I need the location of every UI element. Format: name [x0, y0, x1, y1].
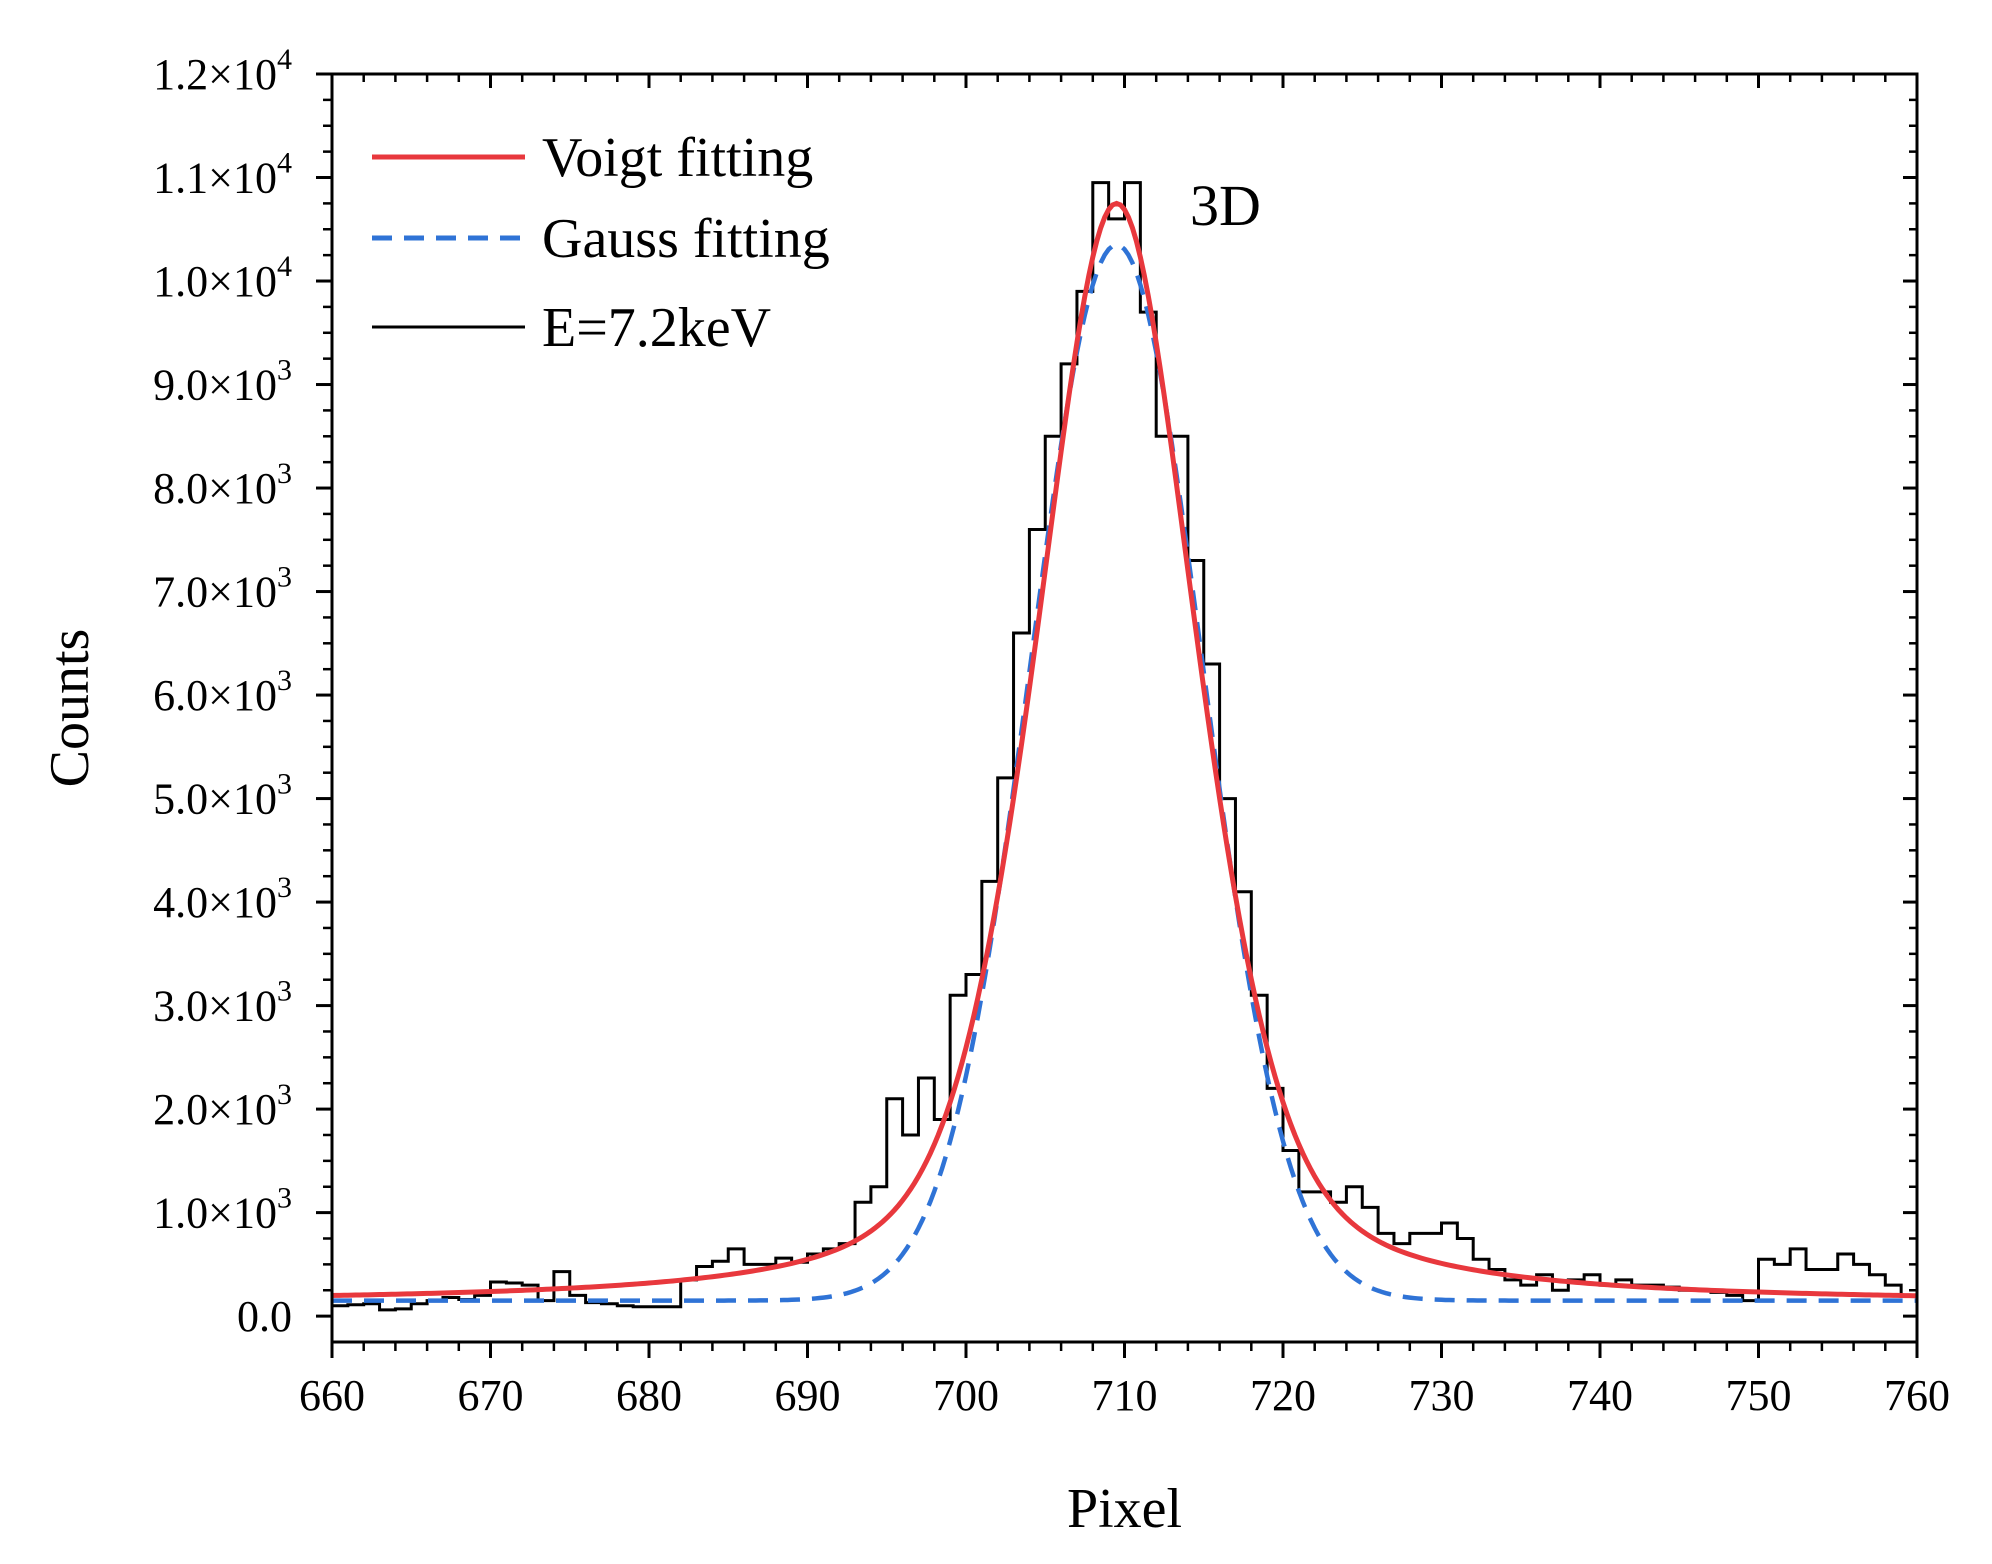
y-tick-exponent: 3 — [277, 354, 292, 387]
x-tick-label: 720 — [1250, 1371, 1316, 1420]
series-layer — [332, 181, 1917, 1312]
y-tick-exponent: 3 — [277, 664, 292, 697]
x-tick-label: 750 — [1726, 1371, 1792, 1420]
y-tick-mantissa: 0.0 — [237, 1292, 292, 1341]
y-tick-mantissa: 8.0×10 — [153, 464, 277, 513]
y-tick-label: 6.0×103 — [153, 664, 292, 720]
x-tick-label: 700 — [933, 1371, 999, 1420]
y-tick-exponent: 4 — [277, 147, 292, 180]
y-tick-label: 5.0×103 — [153, 768, 292, 824]
y-tick-exponent: 3 — [277, 768, 292, 801]
y-tick-mantissa: 6.0×10 — [153, 671, 277, 720]
x-tick-label: 730 — [1409, 1371, 1475, 1420]
x-tick-label: 740 — [1567, 1371, 1633, 1420]
y-tick-label: 9.0×103 — [153, 354, 292, 410]
y-tick-label: 1.2×104 — [153, 43, 292, 99]
legend: Voigt fitting Gauss fitting E=7.2keV — [372, 127, 830, 359]
y-tick-exponent: 3 — [277, 1078, 292, 1111]
x-tick-label: 660 — [299, 1371, 365, 1420]
x-tick-label: 710 — [1092, 1371, 1158, 1420]
y-tick-exponent: 4 — [277, 250, 292, 283]
legend-label-gauss: Gauss fitting — [542, 208, 830, 270]
y-tick-mantissa: 1.0×10 — [153, 1189, 277, 1238]
x-tick-label: 760 — [1884, 1371, 1950, 1420]
x-tick-label: 680 — [616, 1371, 682, 1420]
y-tick-exponent: 3 — [277, 1182, 292, 1215]
series-gauss-line — [332, 242, 1917, 1303]
y-tick-label: 1.0×104 — [153, 250, 292, 306]
y-tick-label: 3.0×103 — [153, 975, 292, 1031]
y-tick-label: 7.0×103 — [153, 561, 292, 617]
x-tick-label: 670 — [458, 1371, 524, 1420]
annotation-3d: 3D — [1190, 173, 1261, 238]
legend-label-voigt: Voigt fitting — [542, 127, 813, 189]
y-tick-mantissa: 7.0×10 — [153, 568, 277, 617]
y-tick-mantissa: 9.0×10 — [153, 361, 277, 410]
y-tick-label: 4.0×103 — [153, 871, 292, 927]
y-tick-mantissa: 3.0×10 — [153, 982, 277, 1031]
y-tick-exponent: 3 — [277, 561, 292, 594]
x-axis-title: Pixel — [1067, 1478, 1182, 1540]
y-tick-label: 8.0×103 — [153, 457, 292, 513]
y-tick-exponent: 3 — [277, 871, 292, 904]
y-tick-label: 0.0 — [237, 1292, 292, 1341]
y-tick-exponent: 4 — [277, 43, 292, 76]
legend-label-data: E=7.2keV — [542, 297, 771, 359]
y-tick-label: 2.0×103 — [153, 1078, 292, 1134]
y-tick-mantissa: 5.0×10 — [153, 775, 277, 824]
series-voigt-line — [332, 200, 1917, 1299]
y-tick-label: 1.0×103 — [153, 1182, 292, 1238]
y-tick-exponent: 3 — [277, 457, 292, 490]
y-tick-mantissa: 1.2×10 — [153, 50, 277, 99]
y-axis-title: Counts — [39, 629, 101, 788]
y-tick-mantissa: 1.0×10 — [153, 257, 277, 306]
y-tick-mantissa: 4.0×10 — [153, 878, 277, 927]
tick-labels-layer: 660 670 680 690 700 710 720 730 740 750 760 0.0 1.0×… — [153, 43, 1950, 1420]
y-tick-label: 1.1×104 — [153, 147, 292, 203]
ticks-layer — [316, 72, 1919, 1358]
y-tick-mantissa: 1.1×10 — [153, 154, 277, 203]
y-tick-exponent: 3 — [277, 975, 292, 1008]
y-tick-mantissa: 2.0×10 — [153, 1085, 277, 1134]
x-tick-label: 690 — [775, 1371, 841, 1420]
